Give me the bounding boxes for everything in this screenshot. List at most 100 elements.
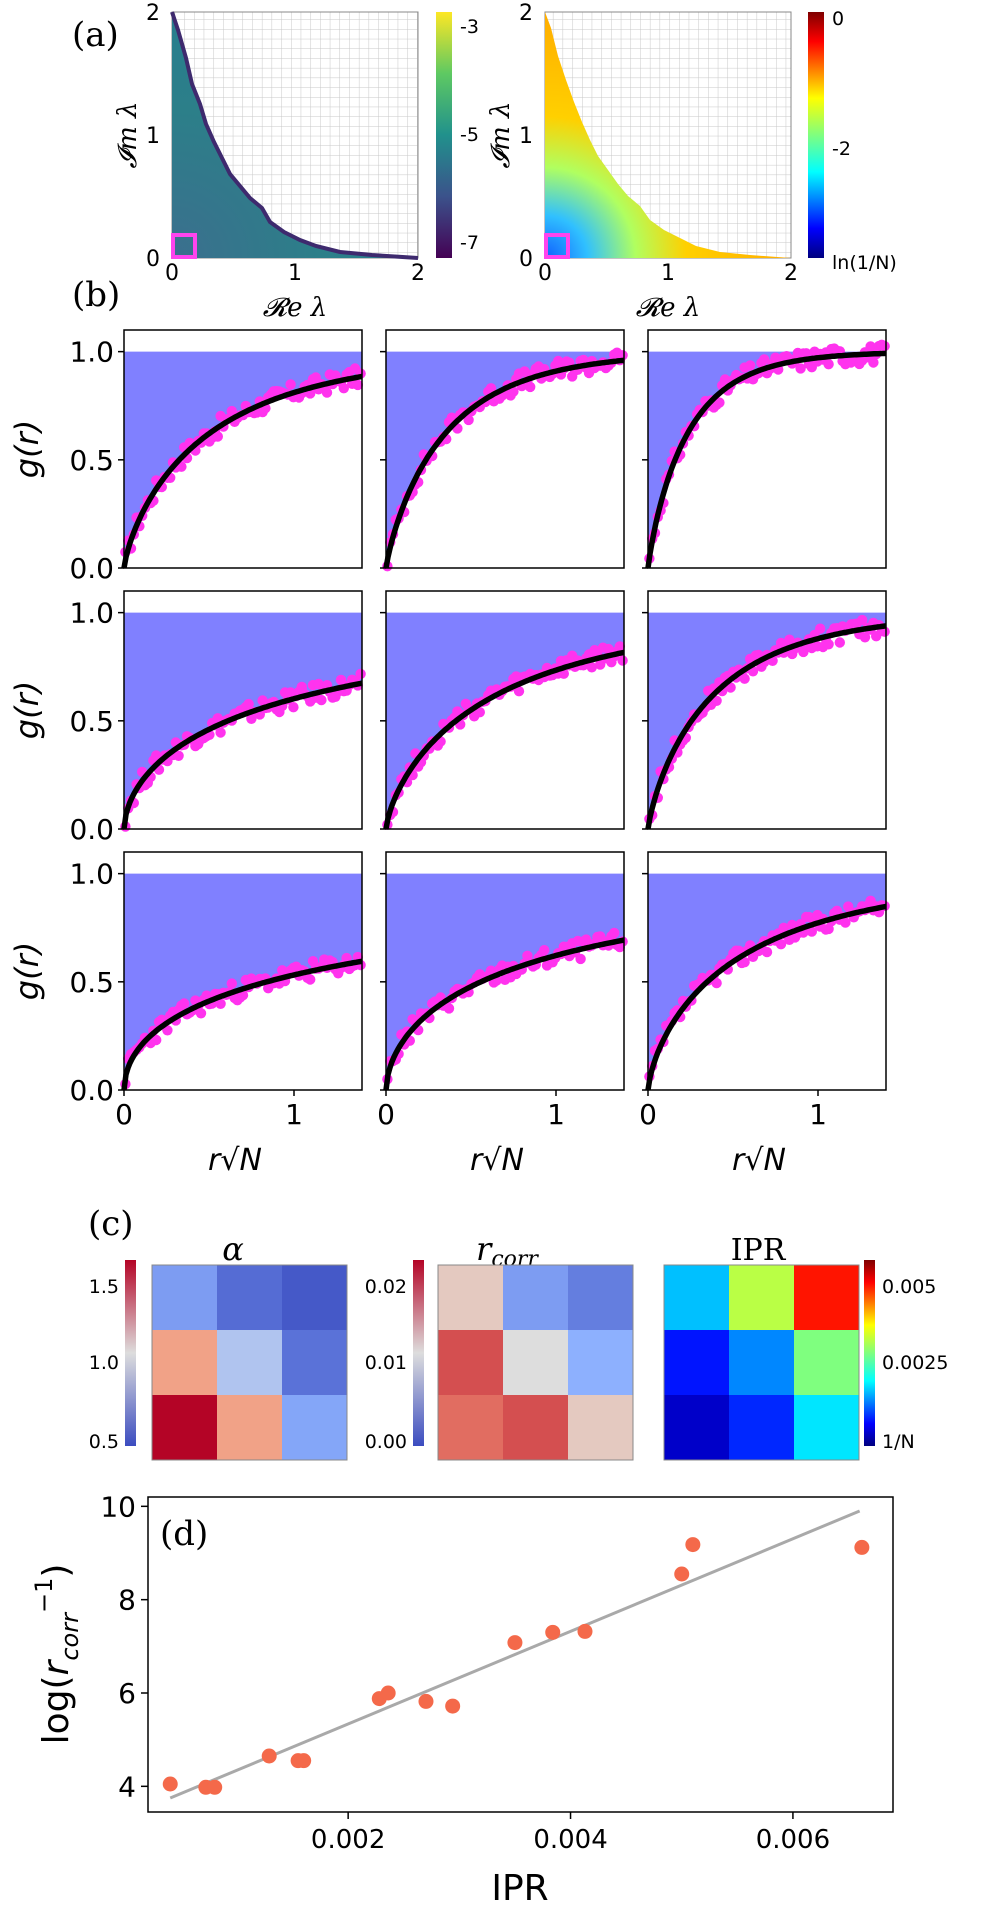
gr-subplot: 0.0 0.5 1.0 g(r) [8,329,366,585]
gr-subplot: 0 1 r√N [377,851,628,1178]
plot-frame [123,590,363,830]
data-point [380,1685,396,1701]
data-point [539,945,550,956]
data-point [711,977,722,989]
y-tick-label: 8 [118,1584,136,1617]
y-tick-label: 0.0 [69,1074,114,1107]
fit-curve [383,937,625,1091]
shaded-area [648,612,886,829]
heatmap-cell [503,1395,568,1460]
shaded-area [124,351,362,568]
heatmap-cell [217,1265,282,1330]
spectrum-region [172,12,418,258]
fit-curve [383,357,625,569]
data-point [316,694,327,706]
parameter-heatmaps: α rcorr IPR 1.51.00.50.020.010.000.0050.… [89,1230,948,1461]
data-point [609,927,620,939]
data-point [508,386,519,397]
heatmap-cell [282,1395,347,1460]
data-point [321,387,333,398]
plot-frame [385,851,625,1091]
plot-frame [385,590,625,830]
data-point [445,1698,461,1714]
data-point [305,974,316,985]
x-tick-label: 1 [661,261,675,286]
heatmap-cell [152,1395,217,1460]
fit-curve [645,903,887,1091]
x-tick-label: 1 [288,261,302,286]
y-axis-label: 𝓘m λ [113,102,143,169]
data-point [243,698,254,710]
heatmap-cell [503,1330,568,1395]
highlight-box [171,233,197,259]
data-point [215,727,226,738]
heatmap-cell [217,1330,282,1395]
plot-frame [385,329,625,569]
heatmap-cell [794,1395,859,1460]
colorbar-tick-label: -3 [460,16,479,38]
fit-curve [121,958,363,1091]
x-tick-label: 0 [639,1098,657,1131]
y-tick-label: 0.5 [69,444,114,477]
plot-frame [647,851,887,1091]
y-tick-label: 0.0 [69,552,114,585]
gr-grid: 0.00.51.0g(r)0.00.51.0g(r)0.00.51.0g(r)0… [8,329,890,1178]
data-point [335,674,347,686]
x-tick-label: 0 [115,1098,133,1131]
data-point [151,1034,162,1046]
colorbar-tick-label: -2 [832,138,851,160]
x-axis-label: 𝓡e λ [263,293,327,323]
heatmap-cell [282,1330,347,1395]
heatmap-cell [152,1265,217,1330]
y-tick-label: 6 [118,1677,136,1710]
y-tick-label: 0 [519,247,533,272]
data-point [798,646,809,658]
data-point [418,1693,434,1709]
data-point [775,939,787,950]
data-point [787,919,798,931]
x-axis-label: 𝓡e λ [636,293,700,323]
data-point [603,643,614,655]
shaded-area [386,873,624,1090]
x-axis-label: r√N [208,1143,262,1178]
data-point [823,359,834,370]
data-point [507,1635,523,1651]
data-point [355,668,366,680]
highlight-box [544,233,570,259]
fit-curve [645,350,887,569]
data-point [806,926,817,937]
data-point [341,952,352,964]
data-point [745,360,756,371]
colorbar-left [436,12,452,258]
x-tick-label: 1 [547,1098,565,1131]
data-point [674,1566,690,1582]
data-point [296,1753,312,1769]
panel-label-c: (c) [88,1204,134,1244]
data-point [859,632,871,643]
panel-label-a: (a) [72,15,119,55]
heatmap-cell [729,1265,794,1330]
data-point [586,662,597,673]
gr-subplot [380,590,628,830]
x-tick-label: 2 [411,261,425,286]
data-point [463,414,474,426]
heatmap-cell [664,1395,729,1460]
y-tick-label: 1 [519,124,533,149]
colorbar-tick-label: 1.0 [89,1352,119,1374]
heatmap-cell [438,1395,503,1460]
data-point [261,1748,277,1764]
panel-label-d: (d) [160,1514,208,1554]
data-point [865,341,876,352]
data-point [226,405,237,417]
data-point [801,348,812,359]
data-point [485,383,497,394]
colorbar-tick-label: 1/N [882,1431,915,1453]
data-point [854,1539,870,1555]
spectrum-heatmap-left: 0 1 2 0 1 2 𝓡e λ 𝓘m λ -3 -5 -7 [113,1,479,323]
x-axis-label: r√N [470,1143,524,1178]
data-point [519,366,530,377]
y-tick-label: 10 [100,1490,136,1523]
fit-curve [383,649,625,830]
heatmap-cell [438,1265,503,1330]
data-point [868,357,879,368]
